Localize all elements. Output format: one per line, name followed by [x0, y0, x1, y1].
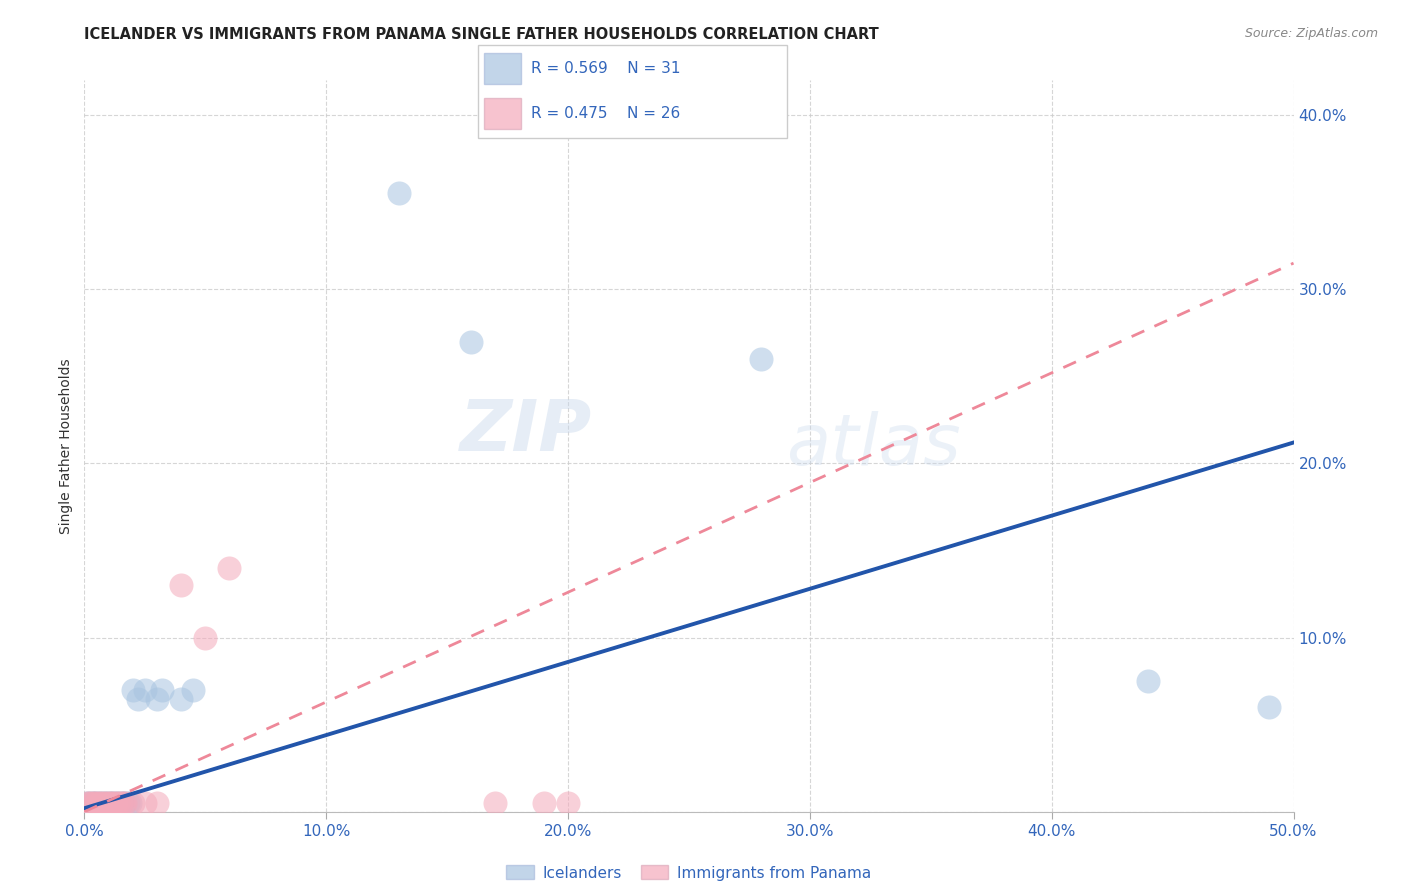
Point: [77, 796, 100, 810]
Point: [76, 796, 98, 810]
Point: [97, 796, 120, 810]
Text: ICELANDER VS IMMIGRANTS FROM PANAMA SINGLE FATHER HOUSEHOLDS CORRELATION CHART: ICELANDER VS IMMIGRANTS FROM PANAMA SING…: [84, 27, 879, 42]
Text: R = 0.475    N = 26: R = 0.475 N = 26: [530, 106, 681, 121]
Y-axis label: Single Father Households: Single Father Households: [59, 359, 73, 533]
Point: [170, 691, 193, 706]
Point: [114, 796, 136, 810]
Point: [218, 561, 240, 575]
Point: [97, 796, 120, 810]
Point: [460, 334, 482, 349]
Point: [83, 796, 105, 810]
Point: [100, 796, 122, 810]
Point: [112, 796, 135, 810]
Point: [1258, 700, 1281, 714]
Point: [76, 796, 98, 810]
Point: [94, 796, 117, 810]
Point: [121, 682, 143, 697]
Point: [80, 796, 103, 810]
Point: [107, 796, 129, 810]
Point: [117, 796, 139, 810]
Point: [80, 796, 103, 810]
Point: [90, 796, 112, 810]
Point: [114, 796, 136, 810]
Point: [150, 682, 173, 697]
Point: [484, 796, 506, 810]
Point: [100, 796, 122, 810]
Point: [94, 796, 117, 810]
Text: atlas: atlas: [786, 411, 960, 481]
Point: [112, 796, 135, 810]
FancyBboxPatch shape: [484, 98, 522, 129]
Point: [87, 796, 110, 810]
Point: [533, 796, 555, 810]
Point: [104, 796, 127, 810]
Point: [110, 796, 132, 810]
Text: R = 0.569    N = 31: R = 0.569 N = 31: [530, 62, 681, 77]
Text: Source: ZipAtlas.com: Source: ZipAtlas.com: [1244, 27, 1378, 40]
Point: [86, 796, 108, 810]
FancyBboxPatch shape: [478, 45, 787, 138]
Point: [93, 796, 115, 810]
Point: [134, 796, 156, 810]
Point: [557, 796, 579, 810]
FancyBboxPatch shape: [484, 53, 522, 84]
Point: [87, 796, 110, 810]
Point: [170, 578, 193, 592]
Point: [121, 796, 143, 810]
Point: [120, 796, 142, 810]
Point: [83, 796, 105, 810]
Point: [146, 691, 169, 706]
Point: [86, 796, 108, 810]
Point: [194, 631, 217, 645]
Point: [103, 796, 125, 810]
Point: [181, 682, 204, 697]
Point: [1137, 674, 1160, 689]
Legend: Icelanders, Immigrants from Panama: Icelanders, Immigrants from Panama: [499, 858, 879, 888]
Point: [110, 796, 132, 810]
Point: [127, 691, 149, 706]
Point: [103, 796, 125, 810]
Text: ZIP: ZIP: [460, 397, 592, 466]
Point: [93, 796, 115, 810]
Point: [134, 682, 156, 697]
Point: [90, 796, 112, 810]
Point: [77, 796, 100, 810]
Point: [104, 796, 127, 810]
Point: [146, 796, 169, 810]
Point: [751, 351, 773, 366]
Point: [388, 186, 411, 201]
Point: [107, 796, 129, 810]
